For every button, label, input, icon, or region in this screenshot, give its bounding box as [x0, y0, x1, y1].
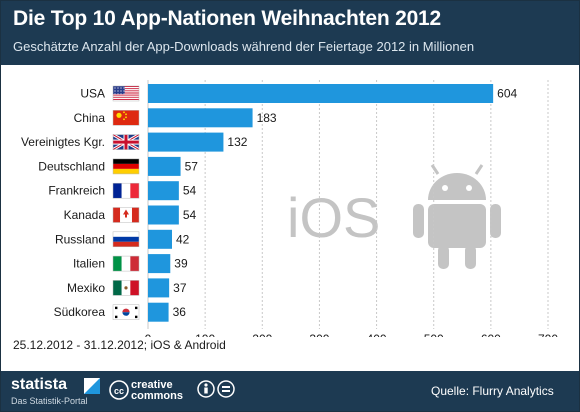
cc-icon: cc: [109, 380, 129, 400]
brand-tagline: Das Statistik-Portal: [11, 396, 88, 406]
bar: [148, 156, 181, 176]
bar-value-label: 37: [173, 281, 187, 295]
south-korea-flag-icon: [112, 304, 140, 320]
bar: [148, 181, 179, 201]
germany-flag-icon: [112, 158, 140, 175]
cc-text-line-2: commons: [131, 390, 183, 402]
canada-flag-icon: [112, 207, 140, 223]
labels: 604 USA 183 China 132 Vereinigtes Kgr. 57 Deuts…: [21, 87, 518, 320]
category-label: Russland: [55, 232, 105, 246]
source-text: Quelle: Flurry Analytics: [431, 384, 554, 398]
date-note: 25.12.2012 - 31.12.2012; iOS & Android: [13, 338, 226, 352]
category-label: Italien: [73, 257, 105, 271]
statista-logo[interactable]: statista Das Statistik-Portal: [11, 376, 101, 410]
china-flag-icon: [112, 110, 140, 126]
chart-subtitle: Geschätzte Anzahl der App-Downloads währ…: [13, 39, 475, 54]
bar: [148, 254, 171, 274]
x-tick-label: 600: [481, 332, 501, 337]
bar-value-label: 36: [173, 305, 187, 319]
russia-flag-icon: [112, 231, 140, 248]
bar: [148, 108, 253, 128]
category-label: Kanada: [64, 208, 106, 222]
android-robot-icon: [413, 164, 501, 269]
bar-value-label: 57: [185, 159, 199, 173]
cc-text: creative commons: [131, 380, 183, 402]
x-tick-label: 200: [252, 332, 272, 337]
mexico-flag-icon: [112, 280, 140, 296]
bar: [148, 84, 494, 103]
bar: [148, 302, 169, 322]
bar-value-label: 183: [257, 111, 277, 125]
category-label: China: [74, 111, 106, 125]
header: Die Top 10 App-Nationen Weihnachten 2012…: [1, 1, 579, 65]
category-label: Frankreich: [48, 184, 105, 198]
bars: [148, 84, 494, 322]
bar: [148, 205, 179, 225]
bar: [148, 132, 224, 152]
france-flag-icon: [112, 182, 140, 199]
x-tick-label: 100: [195, 332, 215, 337]
bar-value-label: 604: [497, 87, 517, 101]
category-label: Mexiko: [67, 281, 105, 295]
x-tick-label: 400: [367, 332, 387, 337]
footer: statista Das Statistik-Portal cc creativ…: [1, 371, 579, 411]
x-tick-label: 500: [424, 332, 444, 337]
us-flag-icon: [112, 85, 140, 102]
svg-text:cc: cc: [114, 386, 124, 396]
grid-lines: 0 100 200 300 400 500 600 700: [145, 80, 558, 337]
bar-value-label: 54: [183, 208, 197, 222]
creative-commons-license[interactable]: cc creative commons: [109, 377, 239, 407]
bar-value-label: 39: [174, 257, 188, 271]
bar-value-label: 42: [176, 232, 190, 246]
brand-name: statista: [11, 376, 68, 393]
bar-value-label: 54: [183, 184, 197, 198]
category-label: Vereinigtes Kgr.: [21, 135, 105, 149]
attribution-icon: [197, 380, 215, 398]
bar-value-label: 132: [227, 135, 247, 149]
cc-text-line-1: creative: [131, 379, 173, 391]
x-tick-label: 300: [309, 332, 329, 337]
no-derivatives-icon: [217, 380, 235, 398]
flags: [112, 85, 140, 320]
category-label: Südkorea: [54, 305, 106, 319]
chart-title: Die Top 10 App-Nationen Weihnachten 2012: [13, 7, 442, 30]
x-tick-label: 700: [538, 332, 558, 337]
ios-watermark-text: iOS: [287, 186, 380, 249]
uk-flag-icon: [112, 133, 140, 151]
category-label: Deutschland: [38, 159, 105, 173]
bar: [148, 278, 170, 298]
watermark: iOS: [287, 164, 501, 269]
italy-flag-icon: [112, 255, 140, 272]
statista-mark-icon: [84, 378, 100, 394]
category-label: USA: [80, 87, 105, 101]
x-tick-label: 0: [145, 332, 152, 337]
bar: [148, 229, 172, 249]
bar-chart: iOS 0 100 200 300 400 500 600 700 604 USA 183 Chin…: [21, 80, 558, 337]
